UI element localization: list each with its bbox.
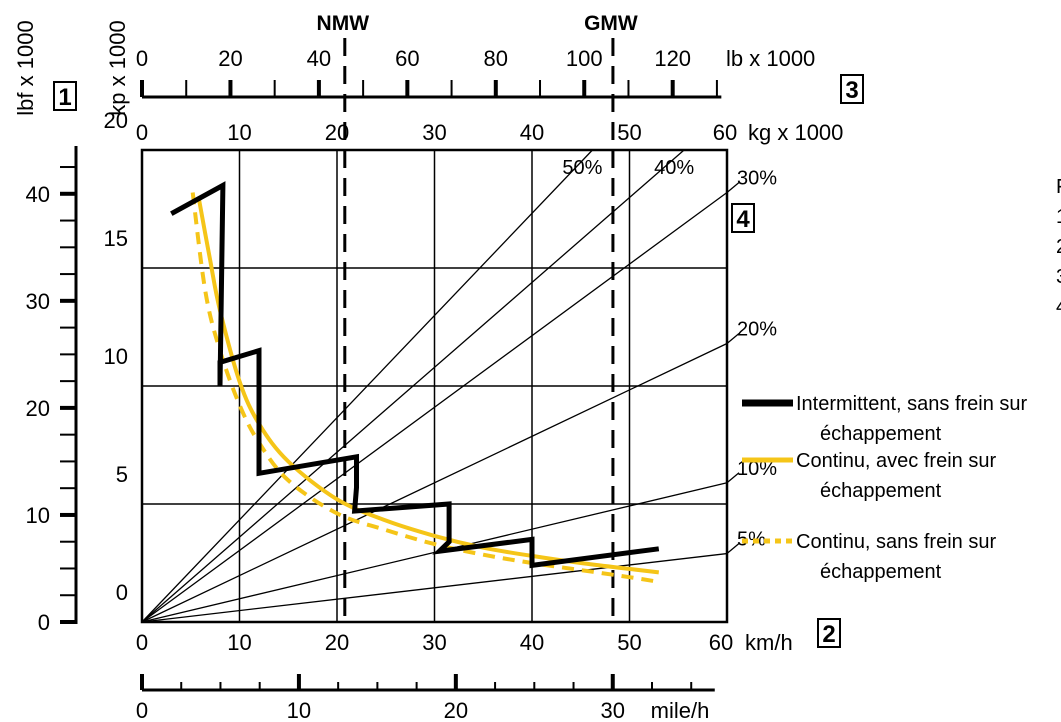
gradient-label: 40% bbox=[654, 157, 694, 179]
kmh-tick-label: 40 bbox=[520, 630, 544, 655]
right-column-text: 1 bbox=[1056, 206, 1061, 228]
lb-tick-label: 120 bbox=[654, 46, 691, 71]
lb-tick-label: 20 bbox=[218, 46, 242, 71]
kmh-axis-label: km/h bbox=[745, 630, 793, 655]
kg-tick-label: 0 bbox=[136, 120, 148, 145]
gradient-line bbox=[141, 482, 728, 623]
right-column-text: F bbox=[1056, 176, 1061, 198]
weight-markers: NMW GMW bbox=[317, 12, 638, 622]
lbf-tick-label: 20 bbox=[26, 396, 50, 421]
gradient-line bbox=[141, 342, 728, 623]
kg-tick-label: 60 bbox=[713, 120, 737, 145]
series-lines bbox=[170, 181, 660, 584]
gradient-leader bbox=[726, 543, 740, 555]
kmh-tick-label: 20 bbox=[325, 630, 349, 655]
box-3-frame bbox=[840, 74, 864, 104]
right-column-text: 4 bbox=[1056, 296, 1061, 318]
lb-tick-label: 0 bbox=[136, 46, 148, 71]
mph-axis-label: mile/h bbox=[651, 698, 710, 722]
gradient-label: 10% bbox=[737, 458, 777, 480]
kmh-tick-label: 50 bbox=[617, 630, 641, 655]
legend-label: Continu, avec frein sur bbox=[796, 450, 996, 472]
lb-tick-label: 60 bbox=[395, 46, 419, 71]
lbf-tick-label: 30 bbox=[26, 289, 50, 314]
kg-tick-label: 10 bbox=[227, 120, 251, 145]
legend-label: Intermittent, sans frein sur bbox=[796, 393, 1028, 415]
kg-axis-label: kg x 1000 bbox=[748, 120, 843, 145]
legend-label: échappement bbox=[820, 561, 942, 583]
box-2: 2 bbox=[822, 621, 835, 648]
kmh-tick-label: 60 bbox=[709, 630, 733, 655]
gradient-leader bbox=[726, 472, 740, 484]
series-continu-sans-frein bbox=[190, 192, 660, 584]
lb-tick-label: 40 bbox=[307, 46, 331, 71]
lbf-tick-label: 10 bbox=[26, 503, 50, 528]
box-2-frame bbox=[817, 618, 841, 648]
kp-tick-label: 15 bbox=[104, 226, 128, 251]
kp-tick-label: 10 bbox=[104, 344, 128, 369]
kp-tick-label: 0 bbox=[116, 580, 128, 605]
lb-tick-label: 80 bbox=[484, 46, 508, 71]
kmh-tick-label: 10 bbox=[227, 630, 251, 655]
marker-label: NMW bbox=[317, 12, 370, 35]
mph-tick-label: 10 bbox=[287, 698, 311, 722]
marker-label: GMW bbox=[584, 12, 638, 35]
gradient-lines: 50% 40% 30% 20% 10% 5% bbox=[141, 149, 777, 623]
box-3: 3 bbox=[845, 77, 858, 104]
kg-tick-label: 40 bbox=[520, 120, 544, 145]
legend-label: échappement bbox=[820, 480, 942, 502]
axes bbox=[60, 80, 722, 692]
gradient-line bbox=[141, 149, 593, 623]
kg-tick-label: 30 bbox=[422, 120, 446, 145]
mph-tick-label: 20 bbox=[444, 698, 468, 722]
kg-tick-label: 50 bbox=[617, 120, 641, 145]
right-column-text: 3 bbox=[1056, 266, 1061, 288]
series-continu-avec-frein bbox=[196, 196, 660, 575]
kp-tick-label: 5 bbox=[116, 462, 128, 487]
right-column-text: 2 bbox=[1056, 236, 1061, 258]
gradient-leader bbox=[726, 333, 740, 345]
box-4-frame bbox=[731, 203, 755, 233]
labels: 0 10 20 30 40 50 60 km/h 20 10 20 30 mile/h05101520k… bbox=[13, 20, 1061, 722]
kg-tick-label: 20 bbox=[325, 120, 349, 145]
gradient-label: 20% bbox=[737, 319, 777, 341]
series-intermittent bbox=[170, 181, 660, 569]
kp-axis-label: kp x 1000 bbox=[105, 20, 130, 115]
kmh-tick-label: 30 bbox=[422, 630, 446, 655]
gradient-label: 50% bbox=[562, 157, 602, 179]
gradient-label: 5% bbox=[737, 529, 766, 551]
gradient-line bbox=[141, 552, 728, 623]
lbf-axis-label: lbf x 1000 bbox=[13, 20, 38, 115]
mph-tick-label: 0 bbox=[136, 698, 148, 722]
kp-tick-label: 20 bbox=[104, 108, 128, 133]
box-4: 4 bbox=[736, 206, 750, 233]
lbf-tick-label: 40 bbox=[26, 182, 50, 207]
box-1-frame bbox=[53, 81, 77, 111]
legend-label: échappement bbox=[820, 423, 942, 445]
lb-axis-label: lb x 1000 bbox=[726, 46, 815, 71]
mph-tick-label: 30 bbox=[601, 698, 625, 722]
lb-tick-label: 100 bbox=[566, 46, 603, 71]
legend: Intermittent, sans frein sur échappement C… bbox=[742, 393, 1028, 583]
gradient-line bbox=[141, 191, 728, 623]
lbf-tick-label: 0 bbox=[38, 610, 50, 635]
box-1: 1 bbox=[58, 84, 71, 111]
gradient-line bbox=[141, 149, 685, 623]
gradient-label: 30% bbox=[737, 167, 777, 189]
legend-label: Continu, sans frein sur bbox=[796, 531, 996, 553]
kmh-tick-label: 0 bbox=[136, 630, 148, 655]
gradient-leader bbox=[726, 181, 740, 193]
